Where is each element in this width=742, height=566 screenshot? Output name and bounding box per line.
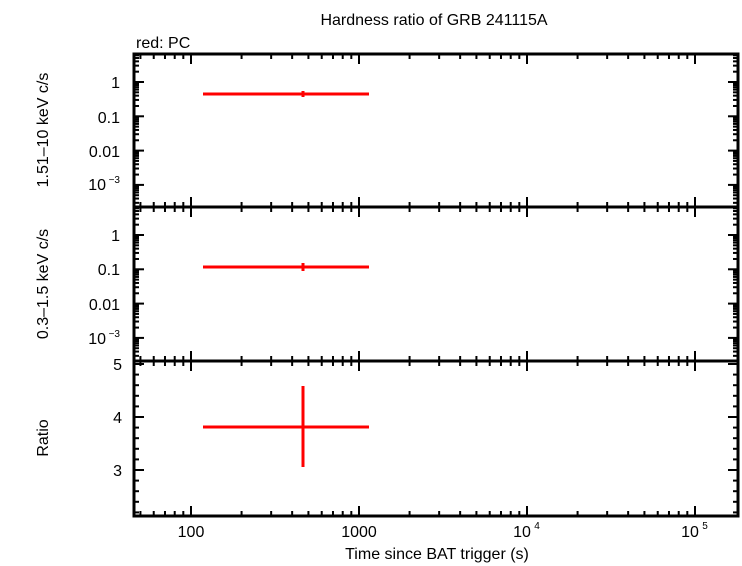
x-axis-label: Time since BAT trigger (s) (345, 546, 529, 563)
svg-text:10: 10 (513, 524, 531, 541)
svg-text:10: 10 (88, 177, 106, 194)
svg-text:4: 4 (534, 521, 540, 532)
x-tick-labels: 100 1000 10 4 10 5 (178, 521, 709, 541)
panel-hard-ytick-labels: 1 0.1 0.01 10 −3 (88, 75, 120, 194)
svg-text:4: 4 (113, 410, 122, 427)
series-pc (203, 91, 369, 467)
svg-text:5: 5 (113, 357, 122, 374)
hard-band-ylabel: 1.51–10 keV c/s (35, 73, 52, 188)
svg-text:100: 100 (178, 524, 205, 541)
legend-note: red: PC (136, 35, 190, 52)
svg-text:10: 10 (88, 331, 106, 348)
x-axis-ticks (139, 54, 696, 516)
svg-text:1000: 1000 (341, 524, 377, 541)
svg-text:3: 3 (113, 463, 122, 480)
svg-text:0.1: 0.1 (98, 262, 120, 279)
svg-text:10: 10 (681, 524, 699, 541)
soft-band-ylabel: 0.3–1.5 keV c/s (35, 229, 52, 339)
svg-text:1: 1 (111, 228, 120, 245)
svg-text:−3: −3 (109, 329, 121, 340)
svg-text:0.1: 0.1 (98, 110, 120, 127)
svg-text:5: 5 (702, 521, 708, 532)
panel-ratio-ytick-labels: 5 4 3 (113, 357, 122, 480)
panel-frames (132, 52, 740, 518)
y-axis-ticks (134, 54, 738, 514)
chart-title: Hardness ratio of GRB 241115A (320, 12, 547, 29)
svg-text:−3: −3 (109, 175, 121, 186)
svg-text:0.01: 0.01 (89, 144, 120, 161)
svg-text:1: 1 (111, 75, 120, 92)
panel-soft-ytick-labels: 1 0.1 0.01 10 −3 (88, 228, 120, 348)
ratio-ylabel: Ratio (35, 419, 52, 456)
outer-frame (132, 52, 740, 518)
svg-text:0.01: 0.01 (89, 297, 120, 314)
